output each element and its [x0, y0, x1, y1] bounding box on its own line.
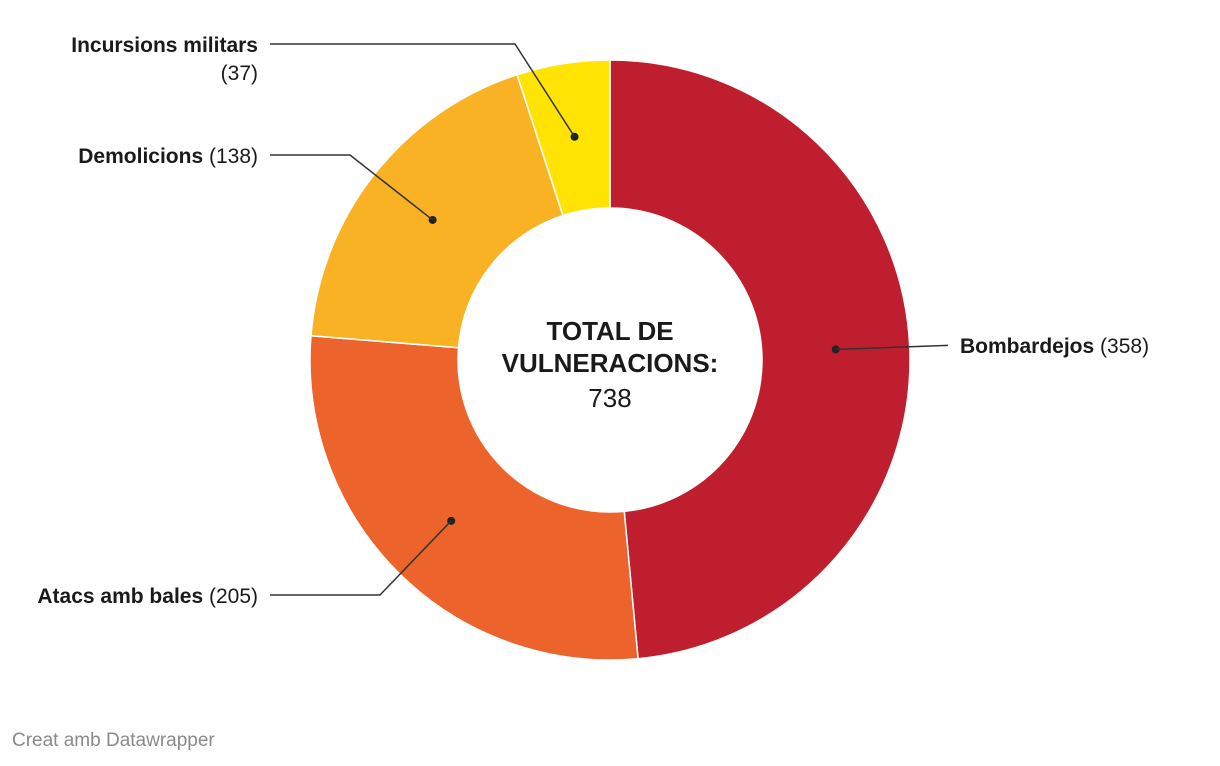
- slice-label: Demolicions (138): [78, 145, 258, 168]
- center-label: TOTAL DE VULNERACIONS: 738: [502, 316, 719, 413]
- center-total-value: 738: [588, 383, 631, 413]
- credit-text: Creat amb Datawrapper: [12, 730, 215, 751]
- slice-label: Bombardejos (358): [960, 335, 1149, 358]
- slice-label-value: (37): [221, 62, 258, 85]
- leader-lines: [270, 43, 949, 596]
- slice-incursions-militars: [516, 59, 611, 217]
- center-title-line2: VULNERACIONS:: [502, 348, 719, 378]
- donut-slices: [309, 59, 911, 661]
- slice-label-name: Bombardejos: [960, 335, 1094, 358]
- slice-demolicions: [310, 73, 564, 349]
- leader-line: [270, 154, 434, 221]
- slice-labels: Bombardejos (358) Atacs amb bales (205) De…: [37, 34, 1149, 608]
- leader-line: [835, 344, 949, 351]
- slice-label-value: (205): [203, 585, 258, 608]
- slice-label-value: (358): [1094, 335, 1149, 358]
- slice-label-name: Demolicions: [78, 145, 203, 168]
- slice-label-name: Incursions militars: [71, 34, 258, 57]
- slice-label-name: Atacs amb bales: [37, 585, 203, 608]
- slice-label: Atacs amb bales (205): [37, 585, 258, 608]
- slice-atacs-amb-bales: [309, 334, 639, 661]
- slice-bombardejos: [609, 59, 911, 660]
- center-title-line1: TOTAL DE: [546, 316, 673, 346]
- slice-label: Incursions militars: [71, 34, 258, 57]
- slice-label-value: (138): [203, 145, 258, 168]
- leader-line: [270, 43, 576, 138]
- leader-line: [270, 520, 452, 596]
